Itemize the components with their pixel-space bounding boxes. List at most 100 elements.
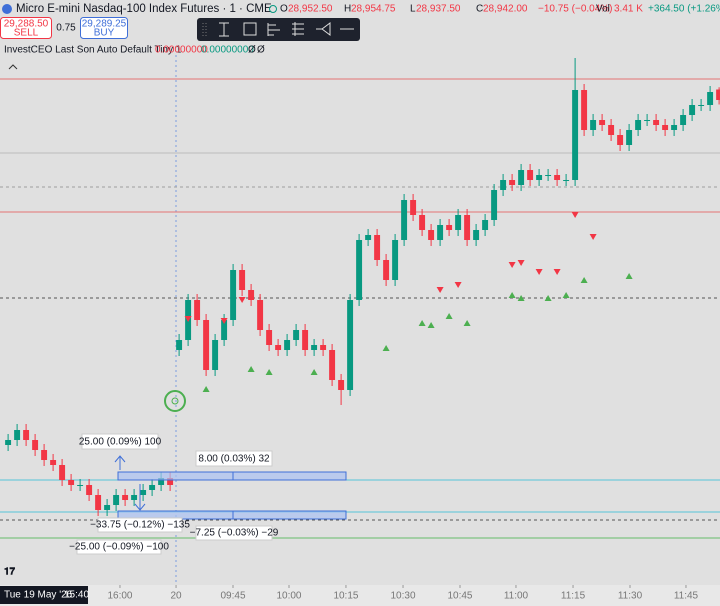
sell-signal — [517, 260, 525, 266]
candle-body — [230, 270, 237, 320]
arrow-down — [134, 484, 146, 511]
status-dot — [269, 5, 277, 13]
x-tick-label: 10:45 — [447, 591, 472, 602]
candle-body — [14, 430, 21, 440]
candle-body — [275, 345, 282, 350]
sell-signal — [454, 282, 462, 288]
candle-body — [248, 290, 255, 300]
candle-body — [392, 240, 399, 280]
candle-body — [311, 345, 318, 350]
label-box — [195, 525, 273, 541]
candle-body — [86, 485, 93, 495]
ohlc-label: H — [344, 4, 351, 15]
time-axis-band — [0, 585, 720, 606]
collapse-chevron[interactable] — [8, 64, 18, 70]
tool-icon[interactable] — [316, 22, 331, 36]
buy-box[interactable] — [80, 17, 128, 39]
buy-signal — [427, 322, 435, 328]
position-labels: 25.00 (0.09%) 100 8.00 (0.03%) 32 −33.75… — [69, 433, 279, 555]
tv-logo: 𝟏𝟕 — [4, 567, 16, 578]
position-label: −33.75 (−0.12%) −135 — [90, 520, 190, 531]
stop-zone[interactable] — [117, 510, 347, 520]
candle-body — [131, 495, 138, 500]
buy-signal — [418, 320, 426, 326]
buy-signal — [202, 386, 210, 392]
candle-body — [176, 340, 183, 350]
candle-body — [221, 320, 228, 340]
marker-circle — [164, 390, 186, 412]
candle-body — [320, 345, 327, 350]
candle-body — [689, 105, 696, 115]
candle-body — [329, 350, 336, 380]
candle-body — [239, 270, 246, 290]
position-label: 25.00 (0.09%) 100 — [79, 437, 162, 448]
ohlc-value: 28,952.50 — [288, 4, 333, 15]
tool-icon[interactable] — [243, 22, 257, 36]
candle-body — [491, 190, 498, 220]
candle-body — [410, 200, 417, 215]
tool-icon[interactable] — [219, 22, 229, 37]
x-tick-label: 10:30 — [391, 591, 416, 602]
tool-icon[interactable] — [267, 23, 280, 36]
label-box — [81, 433, 159, 450]
candle-body — [194, 300, 201, 320]
candle-body — [104, 505, 111, 510]
candle-body — [545, 175, 552, 176]
position-label: 8.00 (0.03%) 32 — [198, 454, 270, 465]
candle-body — [698, 105, 705, 106]
spread: 0.75 — [56, 23, 76, 34]
candle-body — [59, 465, 66, 480]
target-zone[interactable] — [117, 471, 347, 481]
candle-body — [41, 450, 48, 460]
sell-button[interactable]: 29,288.50 SELL — [0, 17, 52, 39]
buy-button[interactable]: 29,289.25 BUY — [80, 17, 128, 39]
x-tick-label: 11:45 — [674, 591, 699, 602]
candle-body — [383, 260, 390, 280]
position-label: −25.00 (−0.09%) −100 — [69, 542, 169, 553]
candle-body — [536, 175, 543, 180]
cursor-date: Tue 19 May '26 — [4, 590, 73, 601]
buy-signal — [517, 295, 525, 301]
indicator-value: Ø — [257, 45, 265, 56]
marker-circle-inner — [171, 397, 179, 405]
ohlc-label: O — [280, 4, 288, 15]
label-box — [76, 539, 162, 555]
symbol-title: Micro E-mini Nasdaq-100 Index Futures · … — [16, 3, 272, 15]
candle-body — [554, 175, 561, 180]
candle-body — [581, 90, 588, 130]
buy-signal — [544, 295, 552, 301]
candle-body — [716, 89, 720, 100]
sell-box[interactable] — [0, 17, 52, 39]
buy-label: BUY — [94, 28, 115, 39]
sell-signal — [436, 287, 444, 293]
candle-body — [5, 440, 12, 445]
candle-body — [437, 225, 444, 240]
candle-body — [347, 300, 354, 390]
candle-body — [68, 480, 75, 485]
sell-signal — [238, 297, 246, 303]
tool-icon[interactable] — [292, 22, 304, 36]
ohlc-value: 28,954.75 — [351, 4, 396, 15]
candle-body — [167, 478, 174, 485]
candle-body — [32, 440, 39, 450]
label-box — [97, 517, 183, 533]
candle-body — [626, 130, 633, 145]
candle-body — [140, 490, 147, 495]
candle-body — [482, 220, 489, 230]
candle-body — [455, 215, 462, 230]
indicator-value: Ø — [248, 45, 256, 56]
buy-signal — [463, 320, 471, 326]
day-change: +364.50 (+1.26%) — [648, 4, 720, 15]
sell-signal — [571, 212, 579, 218]
candle-body — [671, 125, 678, 130]
candle-body — [77, 485, 84, 486]
candle-body — [203, 320, 210, 370]
symbol-icon — [2, 4, 12, 14]
sell-signal — [220, 318, 228, 324]
candle-body — [680, 115, 687, 125]
buy-signal — [445, 313, 453, 319]
candle-body — [446, 225, 453, 230]
candle-body — [707, 92, 714, 105]
candle-body — [572, 90, 579, 180]
